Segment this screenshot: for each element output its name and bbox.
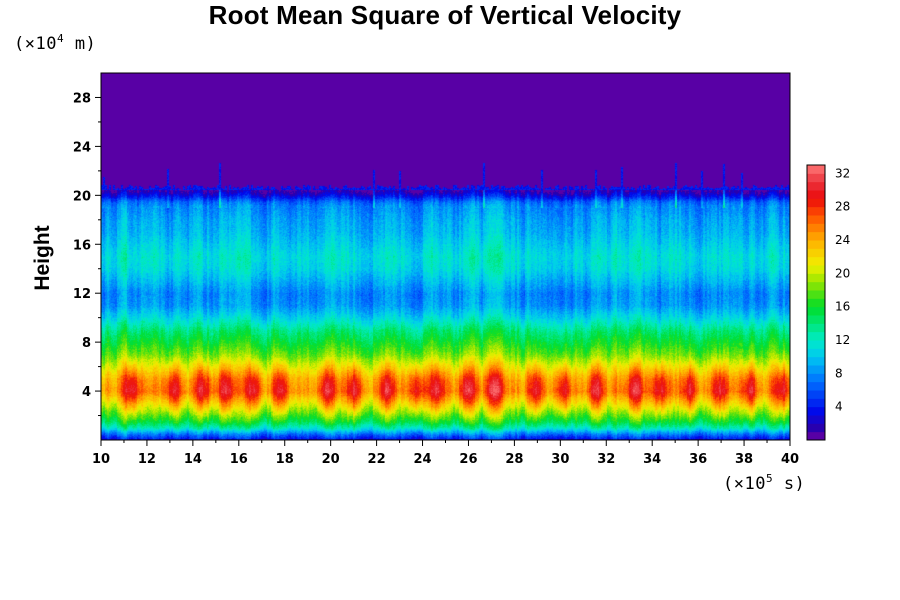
y-tick-label: 16 — [73, 238, 91, 253]
x-tick-label: 22 — [368, 452, 386, 467]
colorbar-segment — [807, 165, 825, 174]
colorbar-segment — [807, 223, 825, 233]
y-axis: 4 8 12 16 20 24 28 — [73, 91, 101, 417]
colorbar-segment — [807, 265, 825, 274]
colorbar-segment — [807, 190, 825, 199]
colorbar-segment — [807, 215, 825, 224]
x-axis: 10 12 14 16 18 20 22 24 26 28 30 32 34 36 38 40 — [92, 440, 799, 467]
y-tick-label: 12 — [73, 287, 91, 302]
colorbar-segment — [807, 323, 825, 333]
colorbar-segment — [807, 306, 825, 316]
x-tick-label: 16 — [230, 452, 248, 467]
colorbar-segment — [807, 290, 825, 299]
colorbar-segment — [807, 398, 825, 408]
colorbar-segment — [807, 356, 825, 366]
colorbar-segment — [807, 373, 825, 383]
colorbar-segment — [807, 248, 825, 258]
colorbar-segment — [807, 315, 825, 324]
x-axis-unit: (×105 s) — [723, 472, 806, 494]
heatmap-image — [101, 73, 790, 440]
colorbar-tick-label: 28 — [835, 200, 850, 214]
colorbar-tick-label: 16 — [835, 300, 850, 314]
colorbar-segment — [807, 415, 825, 424]
colorbar-frame — [806, 164, 826, 441]
x-tick-label: 40 — [781, 452, 799, 467]
heatmap-plot — [101, 73, 790, 440]
colorbar-segment — [807, 198, 825, 208]
colorbar-segment — [807, 173, 825, 183]
chart-title: Root Mean Square of Vertical Velocity — [208, 0, 682, 30]
colorbar-tick-label: 20 — [835, 266, 850, 280]
colorbar: 4 8 12 16 20 24 28 32 — [806, 164, 850, 441]
x-tick-label: 10 — [92, 452, 110, 467]
y-axis-unit: (×104 m) — [14, 32, 97, 54]
colorbar-segment — [807, 256, 825, 266]
colorbar-segment — [807, 348, 825, 358]
y-tick-label: 24 — [73, 140, 91, 155]
colorbar-segment — [807, 390, 825, 399]
y-tick-label: 4 — [82, 385, 91, 400]
colorbar-segment — [807, 406, 825, 416]
x-tick-label: 38 — [735, 452, 753, 467]
colorbar-tick-label: 4 — [835, 400, 843, 414]
colorbar-segment — [807, 431, 825, 441]
colorbar-tick-label: 32 — [835, 166, 850, 180]
x-tick-label: 14 — [184, 452, 202, 467]
x-tick-label: 28 — [505, 452, 523, 467]
colorbar-segment — [807, 206, 825, 216]
x-tick-label: 12 — [138, 452, 156, 467]
colorbar-tick-label: 8 — [835, 366, 843, 380]
x-tick-label: 24 — [413, 452, 431, 467]
colorbar-segment — [807, 181, 825, 191]
x-tick-label: 30 — [551, 452, 569, 467]
y-tick-label: 8 — [82, 336, 91, 351]
colorbar-segment — [807, 240, 825, 249]
x-tick-label: 36 — [689, 452, 707, 467]
colorbar-segment — [807, 298, 825, 308]
colorbar-segment — [807, 340, 825, 349]
colorbar-tick-label: 24 — [835, 233, 850, 247]
colorbar-segment — [807, 423, 825, 433]
x-tick-label: 20 — [322, 452, 340, 467]
x-tick-label: 34 — [643, 452, 661, 467]
colorbar-segment — [807, 281, 825, 291]
x-tick-label: 26 — [459, 452, 477, 467]
colorbar-segment — [807, 273, 825, 283]
y-tick-label: 28 — [73, 91, 91, 106]
colorbar-tick-label: 12 — [835, 333, 850, 347]
x-tick-label: 18 — [276, 452, 294, 467]
colorbar-segment — [807, 365, 825, 374]
colorbar-segment — [807, 331, 825, 341]
colorbar-segment — [807, 381, 825, 391]
x-tick-label: 32 — [597, 452, 615, 467]
colorbar-segment — [807, 231, 825, 241]
y-tick-label: 20 — [73, 189, 91, 204]
